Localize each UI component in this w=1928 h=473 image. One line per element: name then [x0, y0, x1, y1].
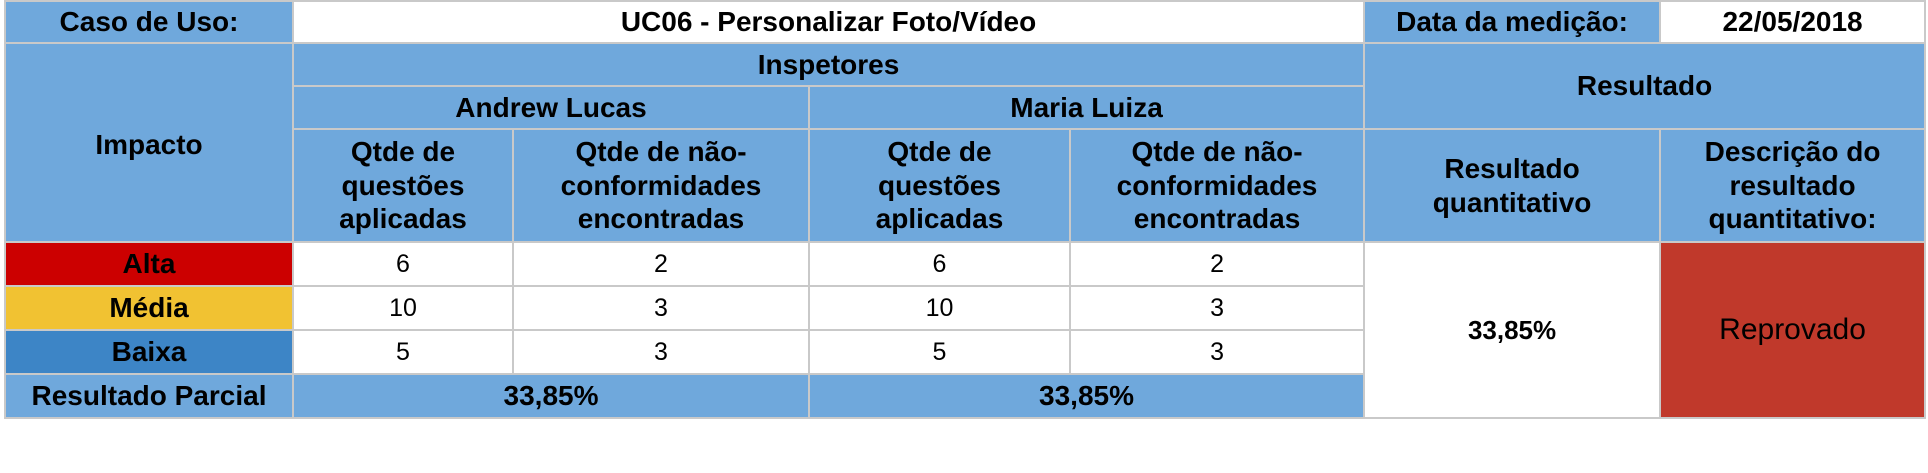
inspectors-header: Inspetores [291, 42, 1366, 87]
questions-applied-label-1: Qtde de questões aplicadas [339, 136, 467, 235]
nonconformities-label-1: Qtde de não-conformidades encontradas [560, 136, 762, 235]
result-description: Reprovado [1659, 241, 1927, 419]
questions-applied-header-1: Qtde de questões aplicadas [292, 128, 514, 243]
table-cell: 5 [808, 329, 1071, 375]
table-cell: 3 [1068, 285, 1366, 331]
quantitative-result-header: Resultado quantitativo [1363, 128, 1662, 243]
quantitative-description-header: Descrição do resultado quantitativo: [1659, 128, 1927, 243]
table-cell: 5 [292, 329, 514, 375]
table-cell: 10 [292, 285, 514, 331]
impact-alta: Alta [4, 241, 294, 287]
table-cell: 2 [1068, 241, 1366, 287]
quantitative-result-value: 33,85% [1363, 241, 1662, 419]
quantitative-result-label: Resultado quantitativo [1432, 152, 1592, 218]
date-value: 22/05/2018 [1659, 0, 1927, 44]
result-header: Resultado [1363, 42, 1927, 130]
table-cell: 6 [292, 241, 514, 287]
table-cell: 3 [512, 329, 810, 375]
impact-header: Impacto [4, 42, 294, 243]
use-case-value: UC06 - Personalizar Foto/Vídeo [291, 0, 1366, 44]
use-case-label: Caso de Uso: [4, 0, 294, 44]
table-cell: 6 [808, 241, 1071, 287]
partial-result-inspector-1: 33,85% [292, 373, 810, 419]
inspector-name-2: Maria Luiza [807, 85, 1366, 130]
table-cell: 2 [512, 241, 810, 287]
table-cell: 10 [808, 285, 1071, 331]
questions-applied-header-2: Qtde de questões aplicadas [808, 128, 1071, 243]
partial-result-inspector-2: 33,85% [807, 373, 1366, 419]
evaluation-table: Caso de Uso: UC06 - Personalizar Foto/Ví… [4, 0, 1927, 419]
impact-media: Média [4, 285, 294, 331]
table-cell: 3 [512, 285, 810, 331]
inspector-name-1: Andrew Lucas [292, 85, 810, 130]
questions-applied-label-2: Qtde de questões aplicadas [875, 136, 1004, 235]
impact-baixa: Baixa [4, 329, 294, 375]
nonconformities-header-1: Qtde de não-conformidades encontradas [512, 128, 810, 243]
nonconformities-label-2: Qtde de não-conformidades encontradas [1116, 136, 1318, 235]
table-cell: 3 [1068, 329, 1366, 375]
impact-header-label: Impacto [95, 129, 203, 160]
nonconformities-header-2: Qtde de não-conformidades encontradas [1068, 128, 1366, 243]
partial-result-label: Resultado Parcial [4, 373, 294, 419]
date-label: Data da medição: [1363, 0, 1662, 44]
quantitative-description-label: Descrição do resultado quantitativo: [1704, 136, 1881, 235]
